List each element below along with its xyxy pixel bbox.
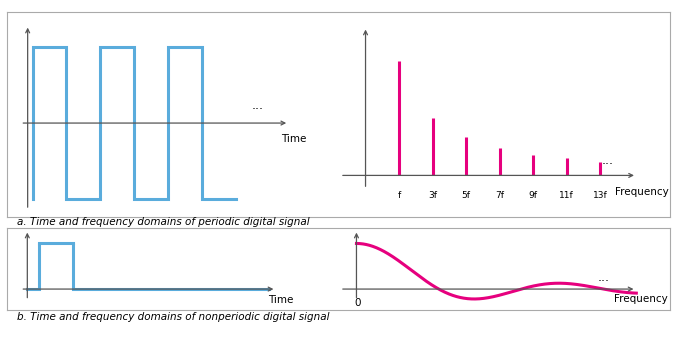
Text: ...: ...	[598, 271, 609, 284]
Text: 3f: 3f	[428, 191, 437, 201]
Text: 13f: 13f	[593, 191, 607, 201]
Text: f: f	[397, 191, 401, 201]
Text: 7f: 7f	[495, 191, 504, 201]
Text: Frequency: Frequency	[615, 294, 668, 304]
Text: Time: Time	[268, 295, 294, 304]
Text: ...: ...	[252, 99, 264, 112]
Text: 5f: 5f	[462, 191, 471, 201]
Text: a. Time and frequency domains of periodic digital signal: a. Time and frequency domains of periodi…	[17, 217, 309, 227]
Text: Time: Time	[282, 134, 307, 145]
Text: ...: ...	[602, 154, 614, 167]
Text: b. Time and frequency domains of nonperiodic digital signal: b. Time and frequency domains of nonperi…	[17, 313, 330, 322]
Text: 9f: 9f	[528, 191, 538, 201]
Text: Frequency: Frequency	[615, 187, 668, 197]
Text: 0: 0	[355, 298, 361, 308]
Text: 11f: 11f	[559, 191, 574, 201]
